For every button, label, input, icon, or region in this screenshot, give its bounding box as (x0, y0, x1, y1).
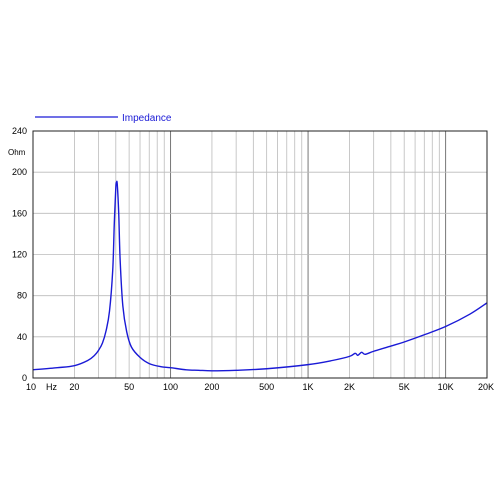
y-tick-label: 160 (12, 208, 27, 218)
x-tick-label: 10 (26, 382, 36, 392)
x-tick-label: 50 (124, 382, 134, 392)
y-tick-label: 240 (12, 126, 27, 136)
y-unit-label: Ohm (8, 148, 26, 157)
x-tick-label: 20K (478, 382, 494, 392)
y-tick-label: 40 (17, 332, 27, 342)
x-tick-label: 100 (163, 382, 178, 392)
y-axis-ticks: 0 40 80 120 160 200 240 (12, 126, 27, 383)
plot-border (32, 130, 488, 379)
x-tick-label: 20 (69, 382, 79, 392)
impedance-series-line (32, 180, 488, 372)
y-tick-label: 0 (22, 373, 27, 383)
legend-label: Impedance (122, 113, 172, 124)
x-unit-label: Hz (46, 382, 57, 392)
x-tick-label: 500 (259, 382, 274, 392)
x-tick-label: 10K (438, 382, 454, 392)
y-tick-label: 120 (12, 250, 27, 260)
y-tick-label: 80 (17, 291, 27, 301)
legend: Impedance (35, 113, 172, 124)
x-tick-label: 2K (344, 382, 355, 392)
x-tick-label: 1K (303, 382, 314, 392)
x-axis-ticks: 10 20 50 100 200 500 1K 2K 5K 10K 20K (26, 382, 494, 392)
y-tick-label: 200 (12, 167, 27, 177)
x-tick-label: 200 (204, 382, 219, 392)
x-tick-label: 5K (399, 382, 410, 392)
